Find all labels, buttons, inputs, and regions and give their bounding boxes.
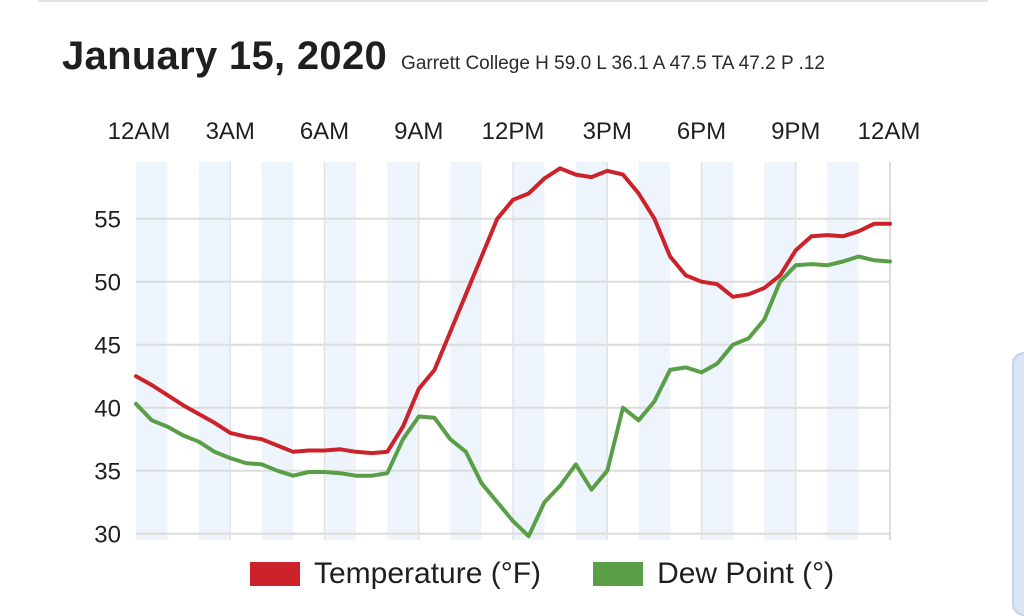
y-tick-label: 30 xyxy=(94,522,121,549)
y-tick-label: 40 xyxy=(94,396,121,423)
chart-header: January 15, 2020 Garrett College H 59.0 … xyxy=(62,34,825,79)
x-axis-ticks: 12AM 3AM 6AM 9AM 12PM 3PM 6PM 9PM 12AM xyxy=(108,118,921,145)
hour-band xyxy=(513,162,545,540)
side-panel-handle[interactable] xyxy=(1012,352,1024,616)
dew-point-swatch xyxy=(593,562,644,586)
x-tick-label: 9AM xyxy=(394,118,443,145)
hour-band xyxy=(136,162,168,540)
dew-point-line xyxy=(134,254,892,539)
series-lines xyxy=(134,166,892,539)
grid-lines xyxy=(136,162,891,540)
hour-band xyxy=(387,162,419,540)
y-tick-label: 55 xyxy=(94,207,121,234)
hour-band xyxy=(261,162,294,540)
weather-chart: 12AM 3AM 6AM 9AM 12PM 3PM 6PM 9PM 12AM 30 35 40 45 5… xyxy=(94,118,921,549)
hour-band xyxy=(638,162,671,540)
x-tick-label: 3PM xyxy=(583,118,632,145)
legend-label-dew-point: Dew Point (°) xyxy=(657,557,835,590)
station-summary: Garrett College H 59.0 L 36.1 A 47.5 TA … xyxy=(401,53,825,74)
x-tick-label: 6AM xyxy=(300,118,349,145)
y-tick-label: 45 xyxy=(94,333,121,360)
x-tick-label: 12AM xyxy=(108,118,171,145)
x-tick-label: 6PM xyxy=(677,118,726,145)
chart-legend: Temperature (°F) Dew Point (°) xyxy=(250,557,886,591)
hour-band xyxy=(827,162,859,540)
legend-item-temperature[interactable]: Temperature (°F) xyxy=(250,557,541,591)
hour-band xyxy=(764,162,796,540)
hour-band xyxy=(324,162,356,540)
temperature-swatch xyxy=(250,562,300,586)
top-divider xyxy=(38,0,988,2)
x-tick-label: 12PM xyxy=(482,118,545,145)
temperature-line xyxy=(134,166,892,456)
legend-item-dew-point[interactable]: Dew Point (°) xyxy=(593,557,834,591)
date-title: January 15, 2020 xyxy=(62,34,388,78)
y-tick-label: 50 xyxy=(94,270,121,297)
x-tick-label: 3AM xyxy=(206,118,255,145)
x-tick-label: 9PM xyxy=(771,118,820,145)
y-tick-label: 35 xyxy=(94,459,121,486)
legend-label-temperature: Temperature (°F) xyxy=(314,557,542,590)
y-axis-ticks: 30 35 40 45 50 55 xyxy=(94,207,121,549)
x-tick-label: 12AM xyxy=(858,118,921,145)
hour-band xyxy=(198,162,231,540)
